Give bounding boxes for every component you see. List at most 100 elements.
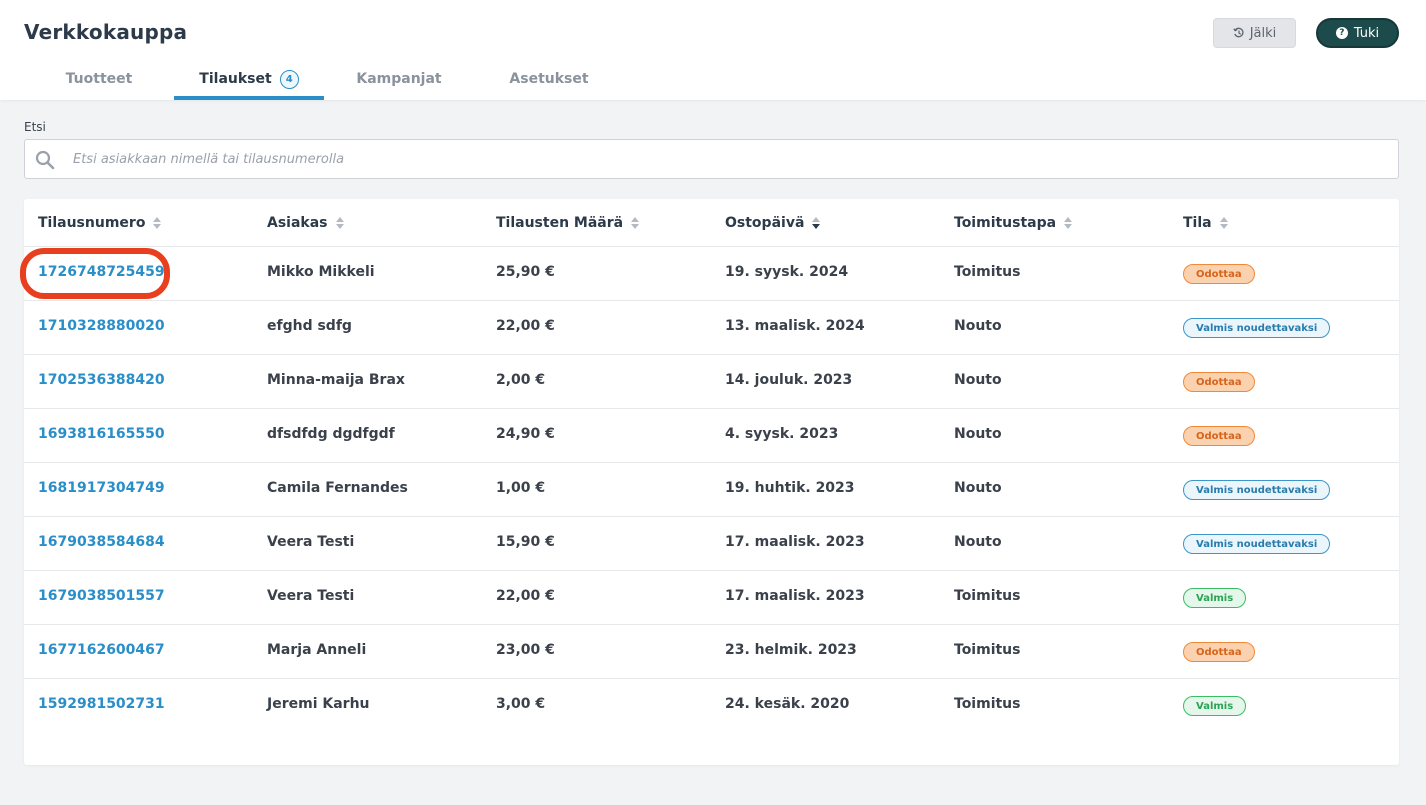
orders-table: Tilausnumero Asiakas Tilausten Määrä Ost… xyxy=(24,199,1399,765)
order-number-link[interactable]: 1710328880020 xyxy=(38,318,165,334)
purchase-date: 4. syysk. 2023 xyxy=(725,426,839,442)
order-amount: 22,00 € xyxy=(496,588,555,604)
purchase-date: 17. maalisk. 2023 xyxy=(725,588,865,604)
order-amount: 25,90 € xyxy=(496,264,555,280)
order-count-badge: 4 xyxy=(279,70,299,89)
order-amount: 24,90 € xyxy=(496,426,555,442)
status-badge: Valmis noudettavaksi xyxy=(1183,318,1331,338)
table-row[interactable]: 1677162600467 Marja Anneli 23,00 € 23. helm… xyxy=(24,625,1399,679)
top-header: Verkkokauppa Jälki ? Tuki Tuotteet Tilau… xyxy=(0,0,1426,100)
purchase-date: 13. maalisk. 2024 xyxy=(725,318,865,334)
customer-name: efghd sdfg xyxy=(267,318,352,334)
order-number-link[interactable]: 1726748725459 xyxy=(38,264,165,280)
status-badge: Odottaa xyxy=(1183,642,1255,662)
column-header-label: Asiakas xyxy=(267,215,328,231)
purchase-date: 14. jouluk. 2023 xyxy=(725,372,853,388)
search-label: Etsi xyxy=(24,120,46,134)
status-badge: Odottaa xyxy=(1183,426,1255,446)
customer-name: Jeremi Karhu xyxy=(267,696,370,712)
status-badge: Valmis noudettavaksi xyxy=(1183,534,1331,554)
customer-name: Marja Anneli xyxy=(267,642,367,658)
delivery-method: Toimitus xyxy=(954,588,1021,604)
delivery-method: Toimitus xyxy=(954,696,1021,712)
status-badge: Odottaa xyxy=(1183,372,1255,392)
question-icon: ? xyxy=(1335,27,1348,39)
customer-name: Veera Testi xyxy=(267,588,355,604)
history-button-label: Jälki xyxy=(1249,25,1277,41)
order-number-link[interactable]: 1681917304749 xyxy=(38,480,165,496)
order-amount: 23,00 € xyxy=(496,642,555,658)
tab-label: Tuotteet xyxy=(65,71,133,87)
sort-descending-icon xyxy=(812,217,821,229)
tab-label: Asetukset xyxy=(509,71,589,87)
tab-tuotteet[interactable]: Tuotteet xyxy=(24,60,174,100)
sort-icon xyxy=(153,217,162,229)
status-badge: Valmis noudettavaksi xyxy=(1183,480,1331,500)
purchase-date: 23. helmik. 2023 xyxy=(725,642,857,658)
column-header-label: Ostopäivä xyxy=(725,215,805,231)
column-header-amount[interactable]: Tilausten Määrä xyxy=(496,215,640,231)
column-header-label: Tila xyxy=(1183,215,1212,231)
delivery-method: Nouto xyxy=(954,426,1002,442)
purchase-date: 24. kesäk. 2020 xyxy=(725,696,850,712)
customer-name: Mikko Mikkeli xyxy=(267,264,375,280)
tab-label: Tilaukset xyxy=(199,71,272,87)
order-number-link[interactable]: 1679038584684 xyxy=(38,534,165,550)
order-number-link[interactable]: 1693816165550 xyxy=(38,426,165,442)
tab-kampanjat[interactable]: Kampanjat xyxy=(324,60,474,100)
status-badge: Valmis xyxy=(1183,696,1247,716)
sort-icon xyxy=(335,217,344,229)
column-header-label: Tilausnumero xyxy=(38,215,146,231)
sort-icon xyxy=(631,217,640,229)
order-amount: 22,00 € xyxy=(496,318,555,334)
delivery-method: Nouto xyxy=(954,480,1002,496)
column-header-delivery[interactable]: Toimitustapa xyxy=(954,215,1073,231)
table-row[interactable]: 1710328880020 efghd sdfg 22,00 € 13. maalis… xyxy=(24,301,1399,355)
tab-tilaukset[interactable]: Tilaukset 4 xyxy=(174,60,324,100)
order-amount: 1,00 € xyxy=(496,480,546,496)
sort-icon xyxy=(1219,217,1228,229)
order-number-link[interactable]: 1702536388420 xyxy=(38,372,165,388)
table-row[interactable]: 1693816165550 dfsdfdg dgdfgdf 24,90 € 4. sy… xyxy=(24,409,1399,463)
search-box[interactable] xyxy=(24,139,1399,179)
tab-asetukset[interactable]: Asetukset xyxy=(474,60,624,100)
customer-name: dfsdfdg dgdfgdf xyxy=(267,426,395,442)
column-header-customer[interactable]: Asiakas xyxy=(267,215,344,231)
app-title: Verkkokauppa xyxy=(24,20,188,44)
purchase-date: 19. syysk. 2024 xyxy=(725,264,849,280)
support-button[interactable]: ? Tuki xyxy=(1316,18,1399,48)
search-icon xyxy=(35,150,55,170)
history-button[interactable]: Jälki xyxy=(1213,18,1296,48)
order-number-link[interactable]: 1592981502731 xyxy=(38,696,165,712)
column-header-purchase-date[interactable]: Ostopäivä xyxy=(725,215,821,231)
delivery-method: Nouto xyxy=(954,534,1002,550)
delivery-method: Nouto xyxy=(954,372,1002,388)
table-row[interactable]: 1726748725459 Mikko Mikkeli 25,90 € 19. syy… xyxy=(24,247,1399,301)
order-number-link[interactable]: 1677162600467 xyxy=(38,642,165,658)
tab-label: Kampanjat xyxy=(356,71,442,87)
column-header-order-number[interactable]: Tilausnumero xyxy=(38,215,162,231)
support-button-label: Tuki xyxy=(1353,25,1380,41)
table-row[interactable]: 1679038584684 Veera Testi 15,90 € 17. maali… xyxy=(24,517,1399,571)
customer-name: Veera Testi xyxy=(267,534,355,550)
purchase-date: 19. huhtik. 2023 xyxy=(725,480,855,496)
table-row[interactable]: 1679038501557 Veera Testi 22,00 € 17. maali… xyxy=(24,571,1399,625)
column-header-status[interactable]: Tila xyxy=(1183,215,1228,231)
sort-icon xyxy=(1064,217,1073,229)
table-header: Tilausnumero Asiakas Tilausten Määrä Ost… xyxy=(24,199,1399,247)
table-row[interactable]: 1592981502731 Jeremi Karhu 3,00 € 24. kesäk… xyxy=(24,679,1399,733)
table-row[interactable]: 1681917304749 Camila Fernandes 1,00 € 19. h… xyxy=(24,463,1399,517)
delivery-method: Nouto xyxy=(954,318,1002,334)
customer-name: Camila Fernandes xyxy=(267,480,408,496)
table-row[interactable]: 1702536388420 Minna-maija Brax 2,00 € 14. j… xyxy=(24,355,1399,409)
order-amount: 2,00 € xyxy=(496,372,546,388)
history-icon xyxy=(1233,27,1244,38)
search-input[interactable] xyxy=(73,140,1373,178)
status-badge: Odottaa xyxy=(1183,264,1255,284)
order-amount: 15,90 € xyxy=(496,534,555,550)
column-header-label: Toimitustapa xyxy=(954,215,1057,231)
order-number-link[interactable]: 1679038501557 xyxy=(38,588,165,604)
customer-name: Minna-maija Brax xyxy=(267,372,405,388)
column-header-label: Tilausten Määrä xyxy=(496,215,624,231)
order-amount: 3,00 € xyxy=(496,696,546,712)
